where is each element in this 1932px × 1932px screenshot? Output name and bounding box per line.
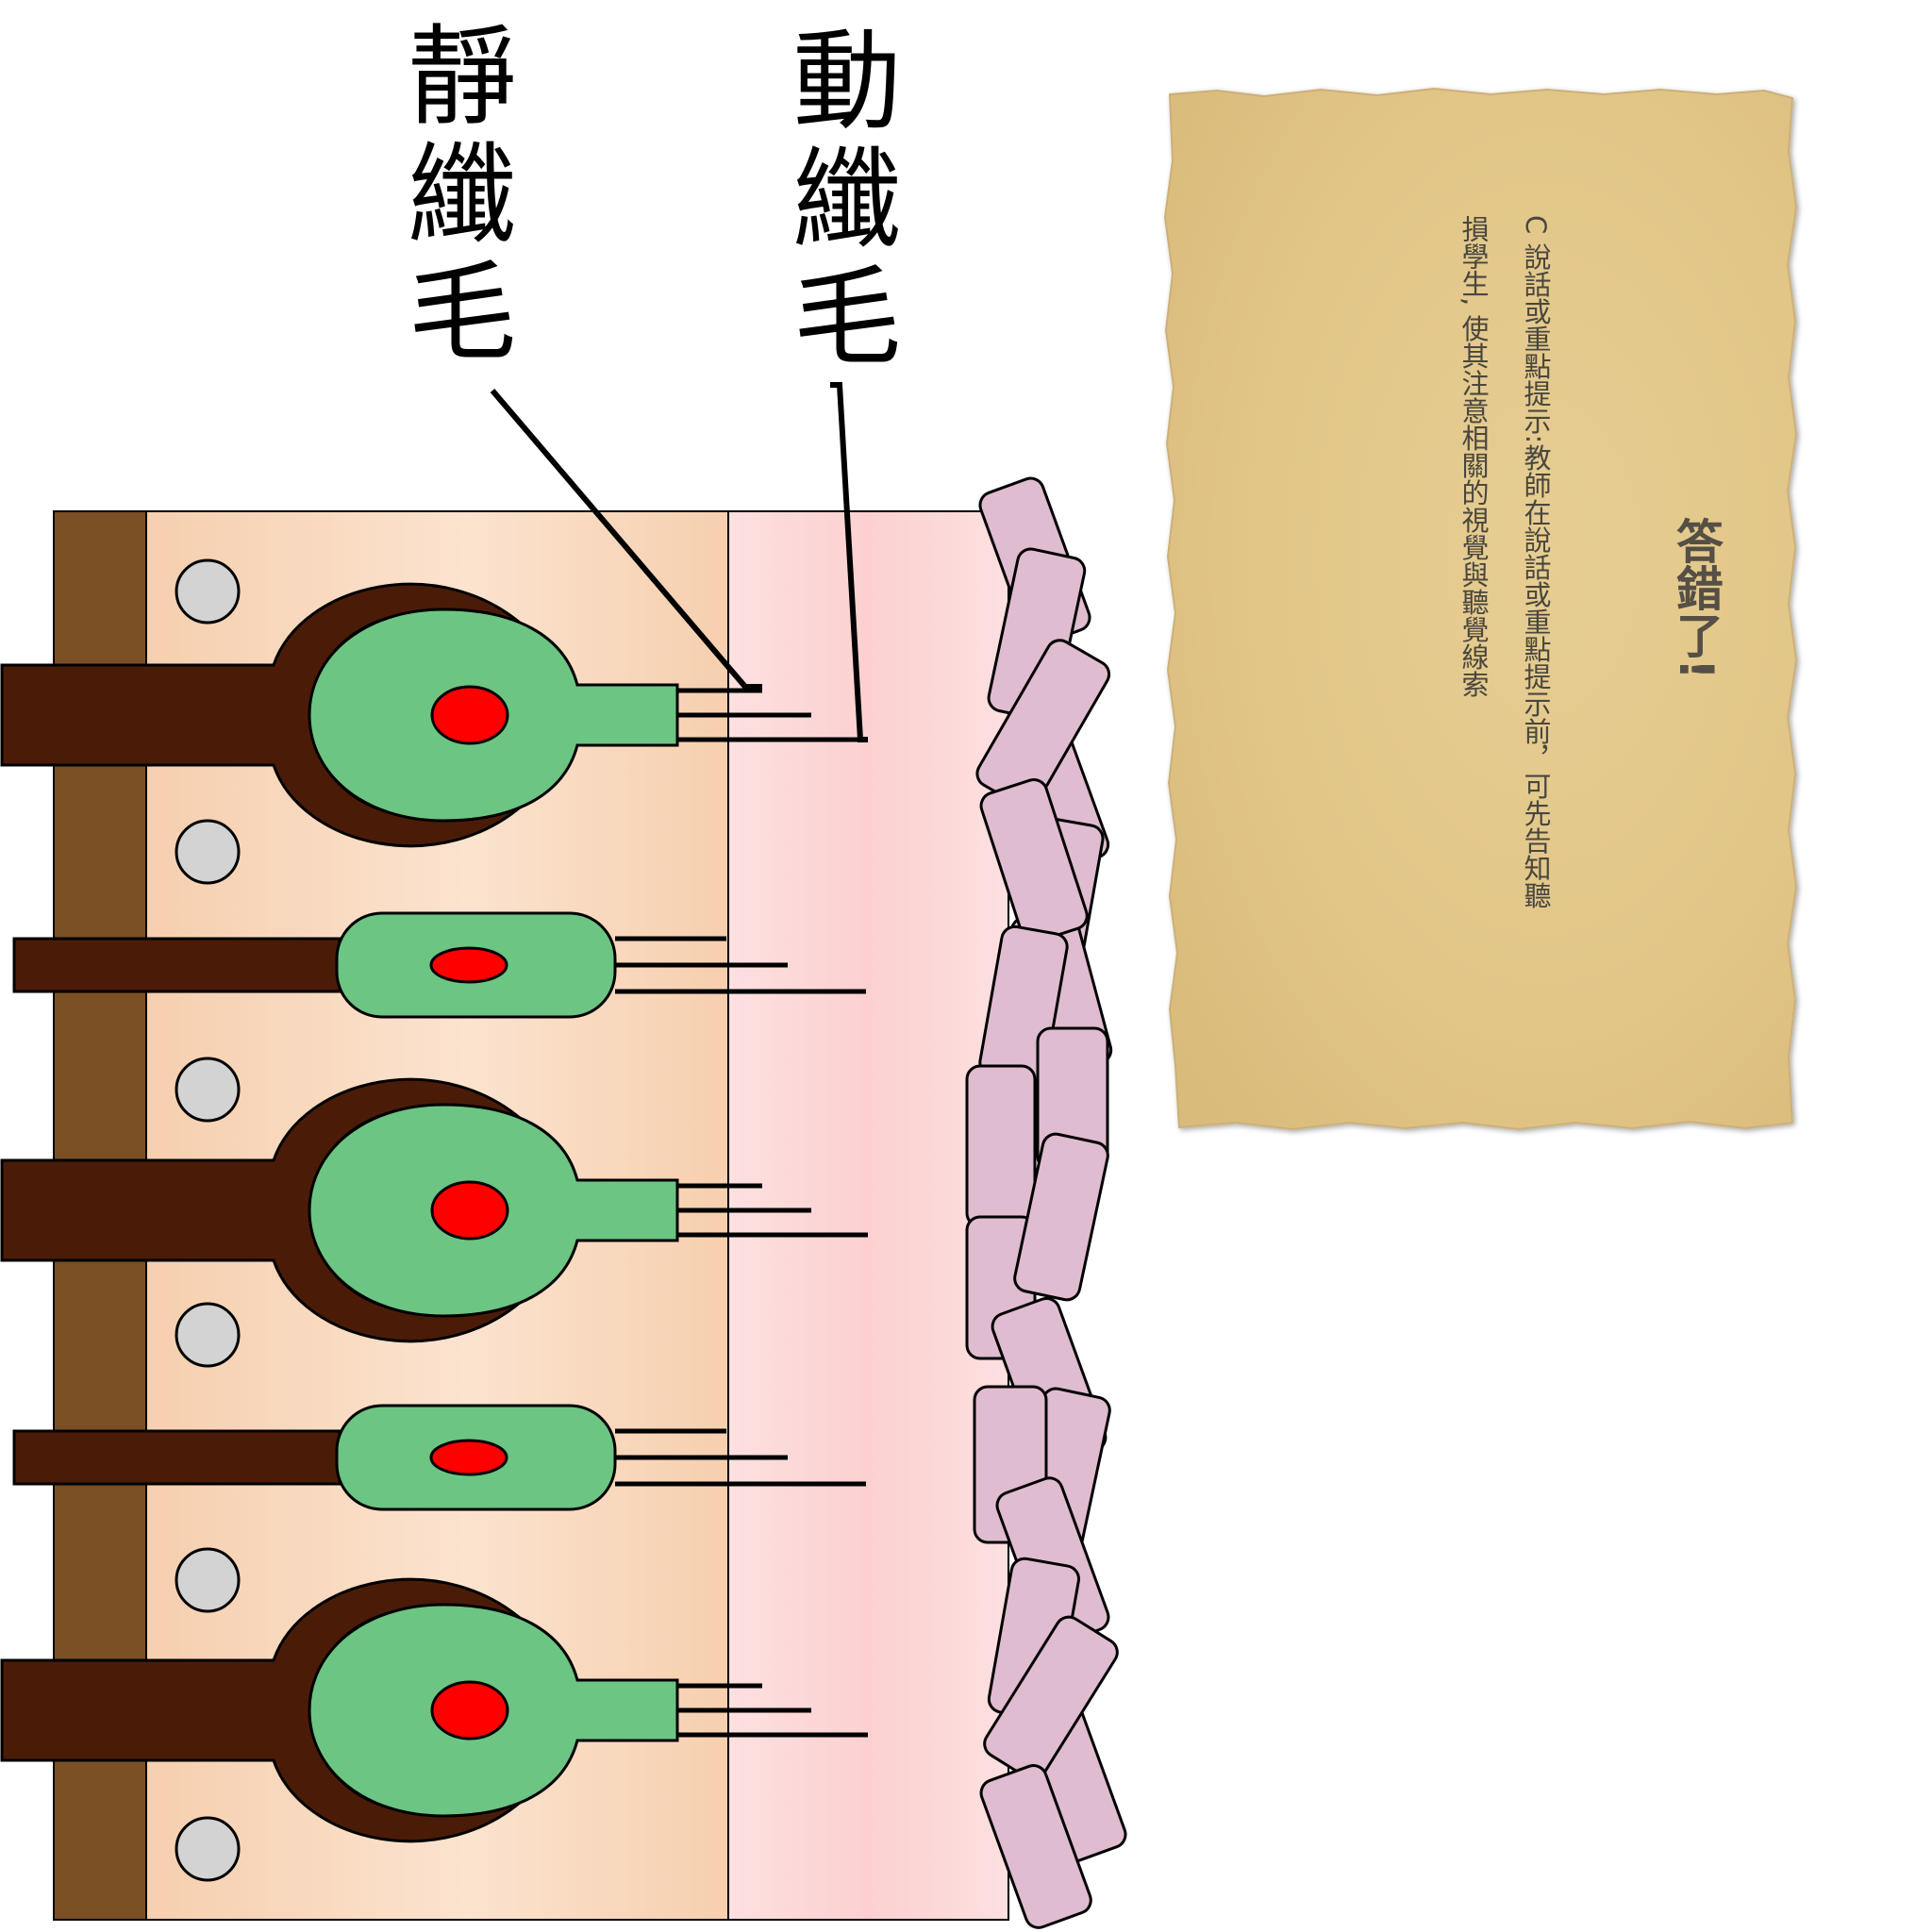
type-2-hair-cell: [12, 1404, 866, 1511]
gelatinous-layer: [727, 510, 1009, 1921]
kinocilium-label: 動纖毛: [774, 24, 901, 377]
otoconia-layer: [965, 476, 1127, 1929]
feedback-line-1: C 說話或重點提示:教師在說話或重點提示前，可先告知聽: [1520, 215, 1552, 908]
nerve-fiber: [12, 937, 341, 993]
otoconium: [983, 1615, 1119, 1781]
parchment-background: [1163, 87, 1798, 1131]
feedback-title: 答錯了!: [1669, 517, 1724, 680]
supporting-cell-nuclei: [175, 558, 241, 1882]
support-nucleus: [175, 558, 241, 625]
stereocilia-bundle: [677, 688, 868, 742]
stereocilia-bundle: [615, 1428, 866, 1487]
stereocilia-bundle: [677, 1683, 868, 1738]
type-1-hair-cell: [0, 582, 868, 848]
kinocilium-leader: [830, 382, 868, 742]
feedback-card: 答錯了! C 說話或重點提示:教師在說話或重點提示前，可先告知聽 損學生, 使其…: [1163, 87, 1798, 1131]
support-nucleus: [175, 1547, 241, 1613]
otoconium: [979, 1764, 1092, 1929]
hair-cell-nucleus: [430, 685, 509, 745]
otoconium: [1013, 1132, 1109, 1302]
nerve-fiber: [12, 1429, 341, 1486]
hair-cell-nucleus: [429, 946, 508, 984]
hair-cell-nucleus: [430, 1180, 509, 1241]
hair-cell-nucleus: [429, 1439, 508, 1476]
stereocilia-label: 靜纖毛: [390, 19, 516, 373]
support-nucleus: [175, 1057, 241, 1123]
support-nucleus: [175, 1816, 241, 1882]
otoconium: [965, 1064, 1037, 1228]
type-2-hair-cell: [12, 911, 866, 1019]
hair-cell-nucleus: [430, 1680, 509, 1740]
support-nucleus: [175, 819, 241, 885]
label-leaders: [490, 382, 868, 742]
stereocilia-bundle: [677, 1183, 868, 1238]
feedback-line-2: 損學生, 使其注意相關的視覺與聽覺線索: [1457, 215, 1490, 698]
type-1-hair-cell: [0, 1077, 868, 1343]
stereocilia-leader: [490, 389, 762, 690]
support-nucleus: [175, 1302, 241, 1368]
stereocilia-bundle: [615, 936, 866, 994]
type-1-hair-cell: [0, 1577, 868, 1843]
